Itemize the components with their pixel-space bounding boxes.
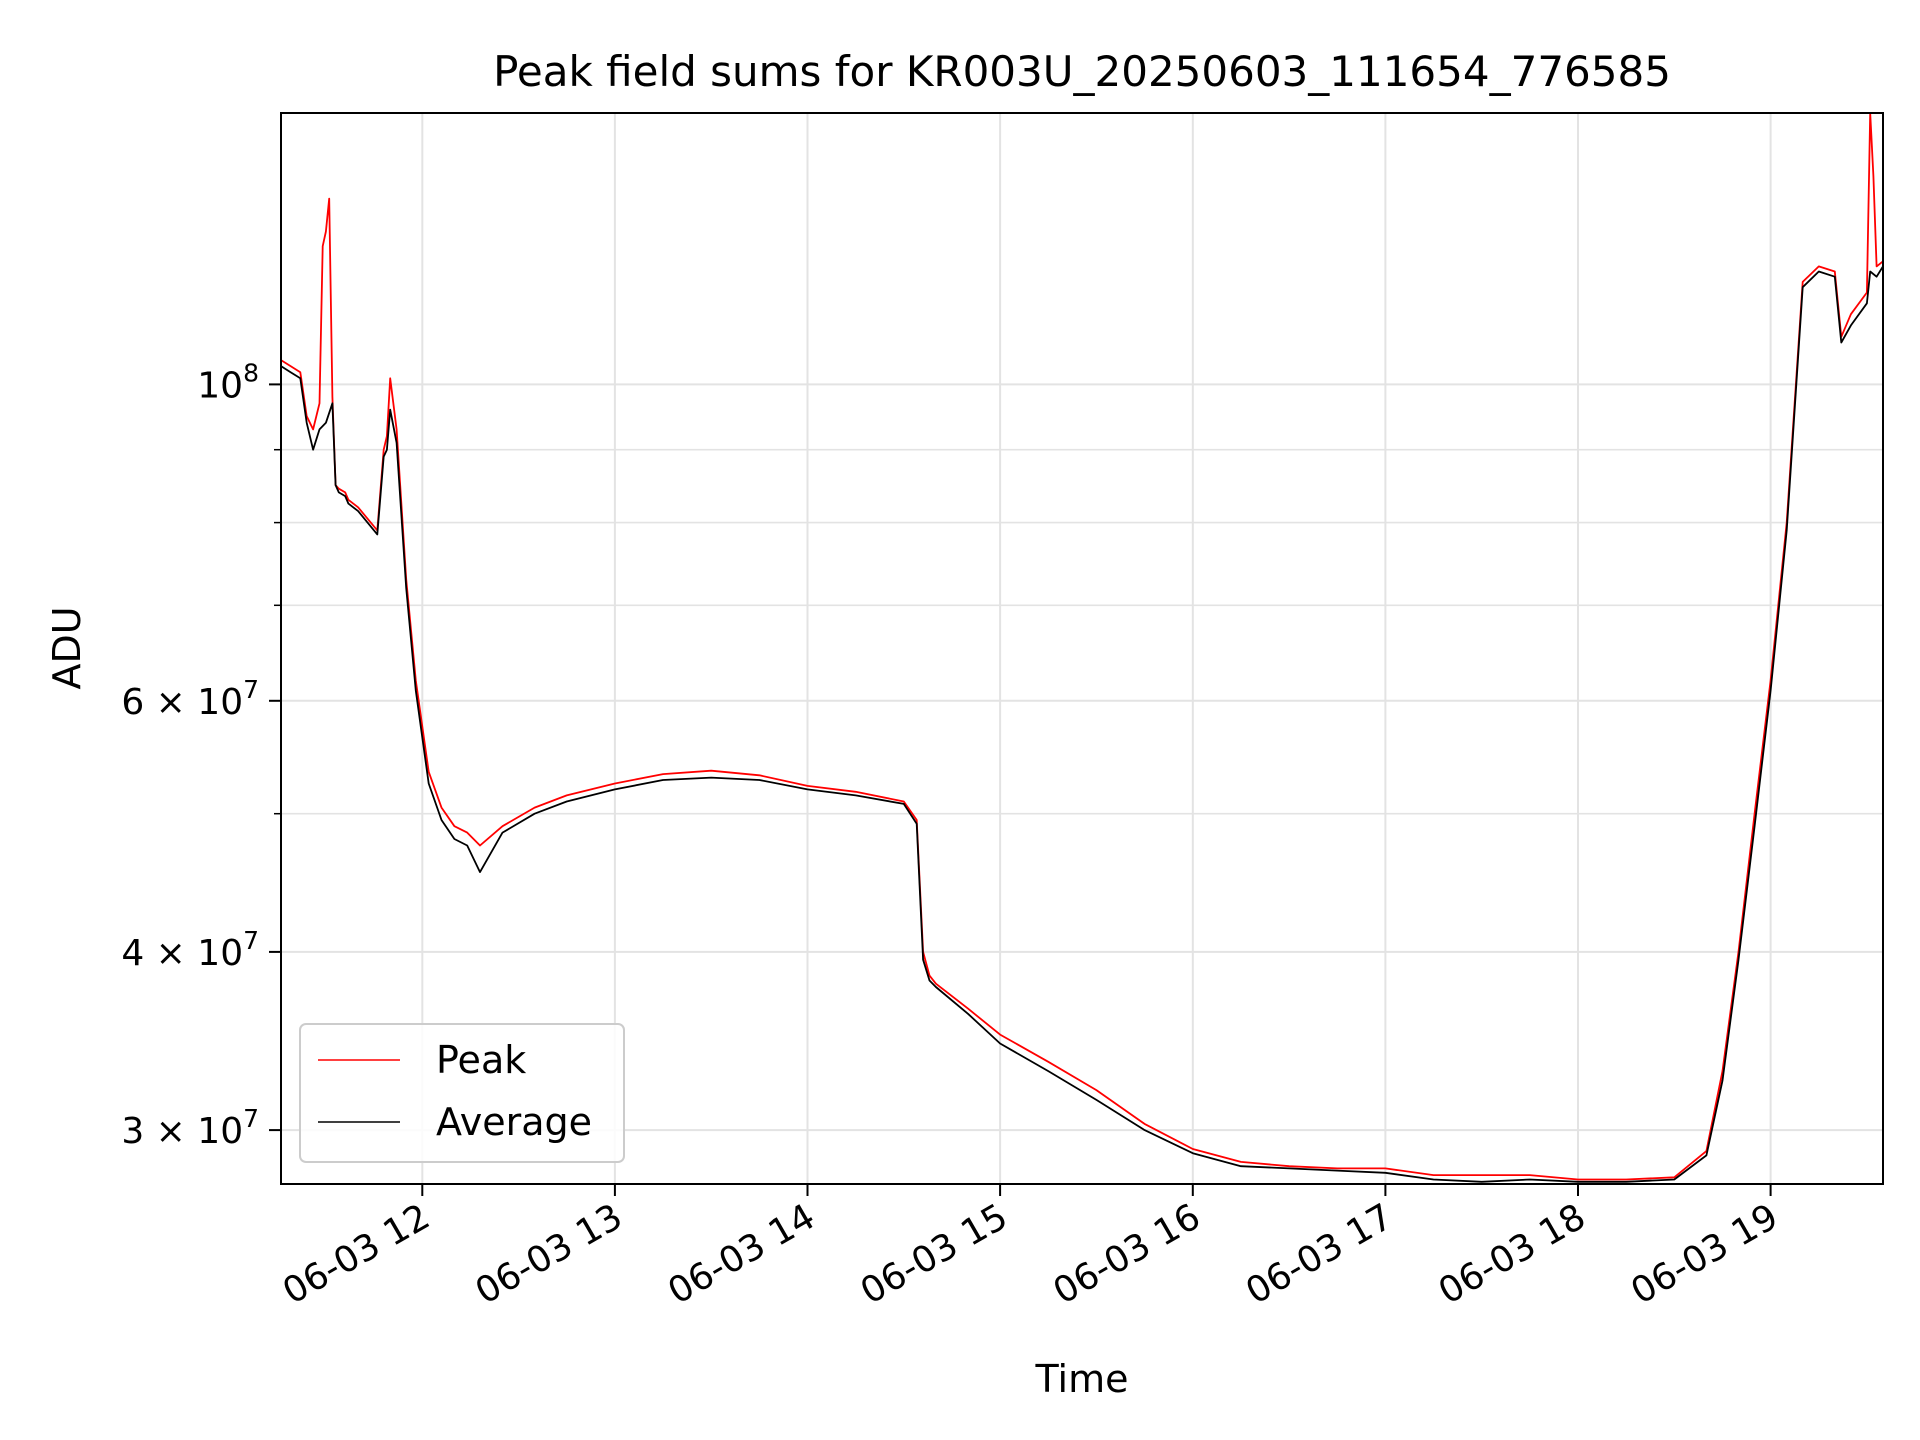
- legend-label-peak: Peak: [436, 1038, 526, 1082]
- y-axis-label: ADU: [45, 606, 89, 689]
- legend-label-average: Average: [436, 1100, 592, 1144]
- legend-box: [299, 1023, 625, 1163]
- series-line-peak: [280, 112, 1884, 1181]
- series-line-average: [280, 265, 1884, 1183]
- x-axis-label: Time: [1035, 1357, 1129, 1401]
- y-tick-label: 6 × 107: [121, 675, 259, 723]
- series-layer: [280, 112, 1884, 1183]
- chart-title: Peak field sums for KR003U_20250603_1116…: [493, 47, 1671, 96]
- y-tick-label: 3 × 107: [121, 1104, 259, 1152]
- legend: Peak Average: [299, 1023, 625, 1163]
- grid: [281, 113, 1883, 1184]
- plot-frame: [280, 112, 1884, 1185]
- y-tick-label: 4 × 107: [121, 926, 259, 974]
